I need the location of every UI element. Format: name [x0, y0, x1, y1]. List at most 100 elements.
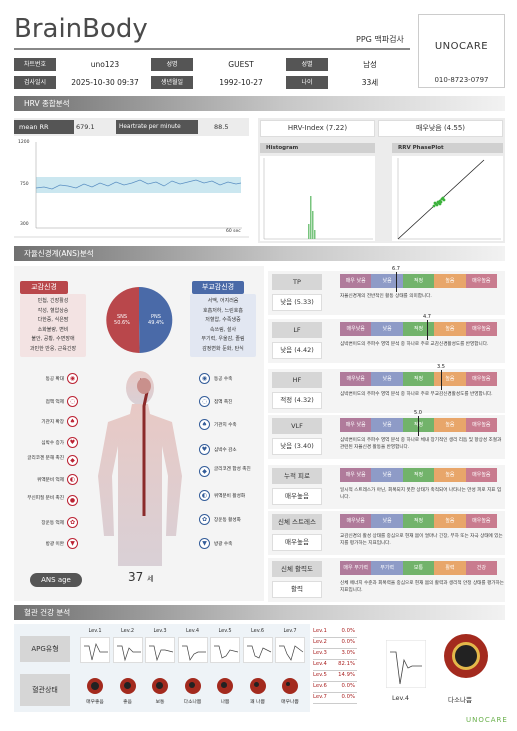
percent-value: 3.0% — [341, 650, 355, 656]
indicator-gauge: 매우 무기력 무기력 보통 활력 건강 — [340, 561, 498, 575]
phaseplot-svg — [397, 158, 501, 240]
left-label: 기관지 확장 — [41, 420, 64, 425]
right-label: 글리코겐 합성 촉진 — [214, 467, 251, 472]
symp-item: 소화불량, 변비 — [37, 326, 69, 333]
percent-value: 82.1% — [338, 661, 355, 667]
meanrr-label: mean RR — [19, 123, 49, 131]
info-row-1: 차트번호 uno123 성명 GUEST 성별 남성 — [14, 58, 410, 71]
para-item: 속쓰림, 설사 — [209, 326, 237, 333]
right-label: 위액분비 활성화 — [214, 494, 246, 499]
apg-wave-icon — [279, 645, 304, 661]
sex-value: 남성 — [363, 60, 377, 69]
gauge-segment: 적정 — [402, 372, 435, 386]
gauge-segment: 높음 — [434, 372, 466, 386]
indicator-value: 낮음 (5.33) — [272, 294, 322, 311]
vessel-lumen — [188, 682, 195, 689]
company-phone: 010-8723-0797 — [434, 76, 489, 84]
hist-bar — [310, 196, 312, 239]
tachogram-svg — [35, 142, 242, 229]
gauge-segment: 높음 — [434, 418, 466, 432]
hr-label-bg — [116, 120, 198, 134]
age-value: 33세 — [361, 78, 379, 87]
body-figure — [98, 371, 182, 566]
indicator-description: 심박변이도의 주파수 영역 분석 중 하나로 주로 부교감신경활성도를 반영합니… — [340, 392, 493, 397]
apg-wave-trace — [279, 645, 304, 661]
symp-card: 민첩, 긴장활성 각성, 혈압상승 다한증, 식은땀 소화불량, 변비 불안, … — [20, 294, 86, 357]
percent-row: Lev.6 0.0% — [313, 683, 357, 693]
gauge-segment: 매우 낮음 — [340, 274, 372, 288]
gauge-segment: 매우높음 — [465, 372, 498, 386]
gauge-segment: 보통 — [402, 561, 435, 575]
gauge-segment: 매우높음 — [465, 274, 498, 288]
sns-slice — [106, 287, 140, 354]
para-title: 부교감신경 — [192, 281, 244, 294]
gauge-marker-value: 4.7 — [423, 314, 431, 320]
percent-level: Lev.5 — [313, 672, 327, 678]
result-vessel-icon — [444, 634, 488, 678]
vessel-state-text: 꽤 나쁨 — [250, 700, 265, 705]
hist-bar — [308, 224, 310, 239]
vessel-state-text: 매우좋음 — [86, 700, 104, 705]
phaseplot-chart — [392, 156, 503, 241]
gauge-segment: 매우 낮음 — [340, 418, 372, 432]
vessel-lumen — [221, 682, 227, 688]
bladder-icon: ▼ — [67, 538, 78, 549]
age-label: 나이 — [286, 76, 328, 89]
result-vessel-lumen — [452, 642, 480, 670]
vessel-state-text: 보통 — [155, 700, 165, 705]
vessel-state-text: 매우나쁨 — [281, 700, 299, 705]
indicator-value: 매우높음 — [272, 488, 322, 505]
apg-level-label: Lev.7 — [283, 628, 297, 634]
percent-row: Lev.2 0.0% — [313, 639, 357, 649]
percent-level: Lev.6 — [313, 683, 327, 689]
left-label: 심박수 증가 — [41, 441, 64, 446]
vessel-state-text: 좋음 — [123, 700, 132, 705]
vessel-lumen — [156, 682, 163, 689]
indicator-name: LF — [272, 322, 322, 338]
left-label: 점액 억제 — [45, 400, 64, 405]
y-tick-mid: 750 — [20, 182, 29, 187]
left-label: 부신피질 분비 촉진 — [27, 496, 64, 501]
gauge-marker — [418, 416, 419, 436]
gauge-segment: 높음 — [434, 322, 466, 336]
torso-shape — [98, 404, 182, 566]
sns-pns-pie — [106, 286, 173, 354]
indicator-description: 일시적 스트레스가 아닌, 회복되지 못한 상태가 축적되어 나타나는 만성 피… — [340, 488, 502, 500]
gauge-marker-value: 6.7 — [392, 266, 400, 272]
percent-row: Lev.4 82.1% — [313, 661, 357, 671]
brain-shape — [137, 378, 151, 394]
apg-wave-trace — [116, 645, 141, 662]
indicator-name: HF — [272, 372, 322, 388]
histogram-svg — [263, 158, 373, 240]
indicator-description: 신체 에너지 수준과 회복력을 중심으로 현재 몸의 활력과 생리적 안정 상태… — [340, 581, 504, 593]
percent-level: Lev.3 — [313, 650, 327, 656]
ans-age-value: 37 — [128, 570, 144, 584]
gauge-segment: 높음 — [434, 274, 466, 288]
apg-wave-trace — [214, 645, 239, 659]
gauge-segment: 낮음 — [371, 274, 403, 288]
indicator-description: 교감신경의 활성 상태를 중심으로 현재 몸이 얼마나 긴장, 부하 또는 자극… — [340, 534, 503, 546]
apg-level-label: Lev.3 — [153, 628, 167, 634]
indicator-description: 심박변이도의 주파수 영역 분석 중 하나로 주로 교감신경활성도를 반영합니다… — [340, 342, 489, 347]
gauge-marker — [427, 320, 428, 340]
vessel-state-label: 혈관상태 — [20, 674, 70, 706]
percent-value: 0.0% — [341, 683, 355, 689]
percent-row: Lev.5 14.9% — [313, 672, 357, 682]
heart-icon: ♥ — [67, 437, 78, 448]
indicator-value: 낮음 (4.42) — [272, 342, 322, 359]
para-item: 감정변화 둔화, 탄식 — [202, 345, 244, 352]
para-item: 저혈압, 수족냉증 — [205, 317, 241, 323]
lung-icon: ♠ — [67, 416, 78, 427]
apg-label: APG유형 — [20, 636, 70, 662]
date-value: 2025-10-30 09:37 — [71, 78, 139, 87]
indicator-name: 신체 활력도 — [272, 561, 322, 577]
gauge-marker-value: 3.5 — [437, 364, 445, 370]
gauge-marker-value: 5.0 — [414, 410, 422, 416]
percent-level: Lev.1 — [313, 628, 327, 634]
apg-wave-trace — [246, 645, 271, 659]
tachogram-chart: 1200 750 300 60 sec — [14, 136, 249, 236]
result-apg-wave — [386, 640, 426, 688]
gauge-segment: 낮음 — [371, 322, 403, 336]
gauge-segment: 낮음 — [371, 418, 403, 432]
sex-label: 성별 — [286, 58, 328, 71]
